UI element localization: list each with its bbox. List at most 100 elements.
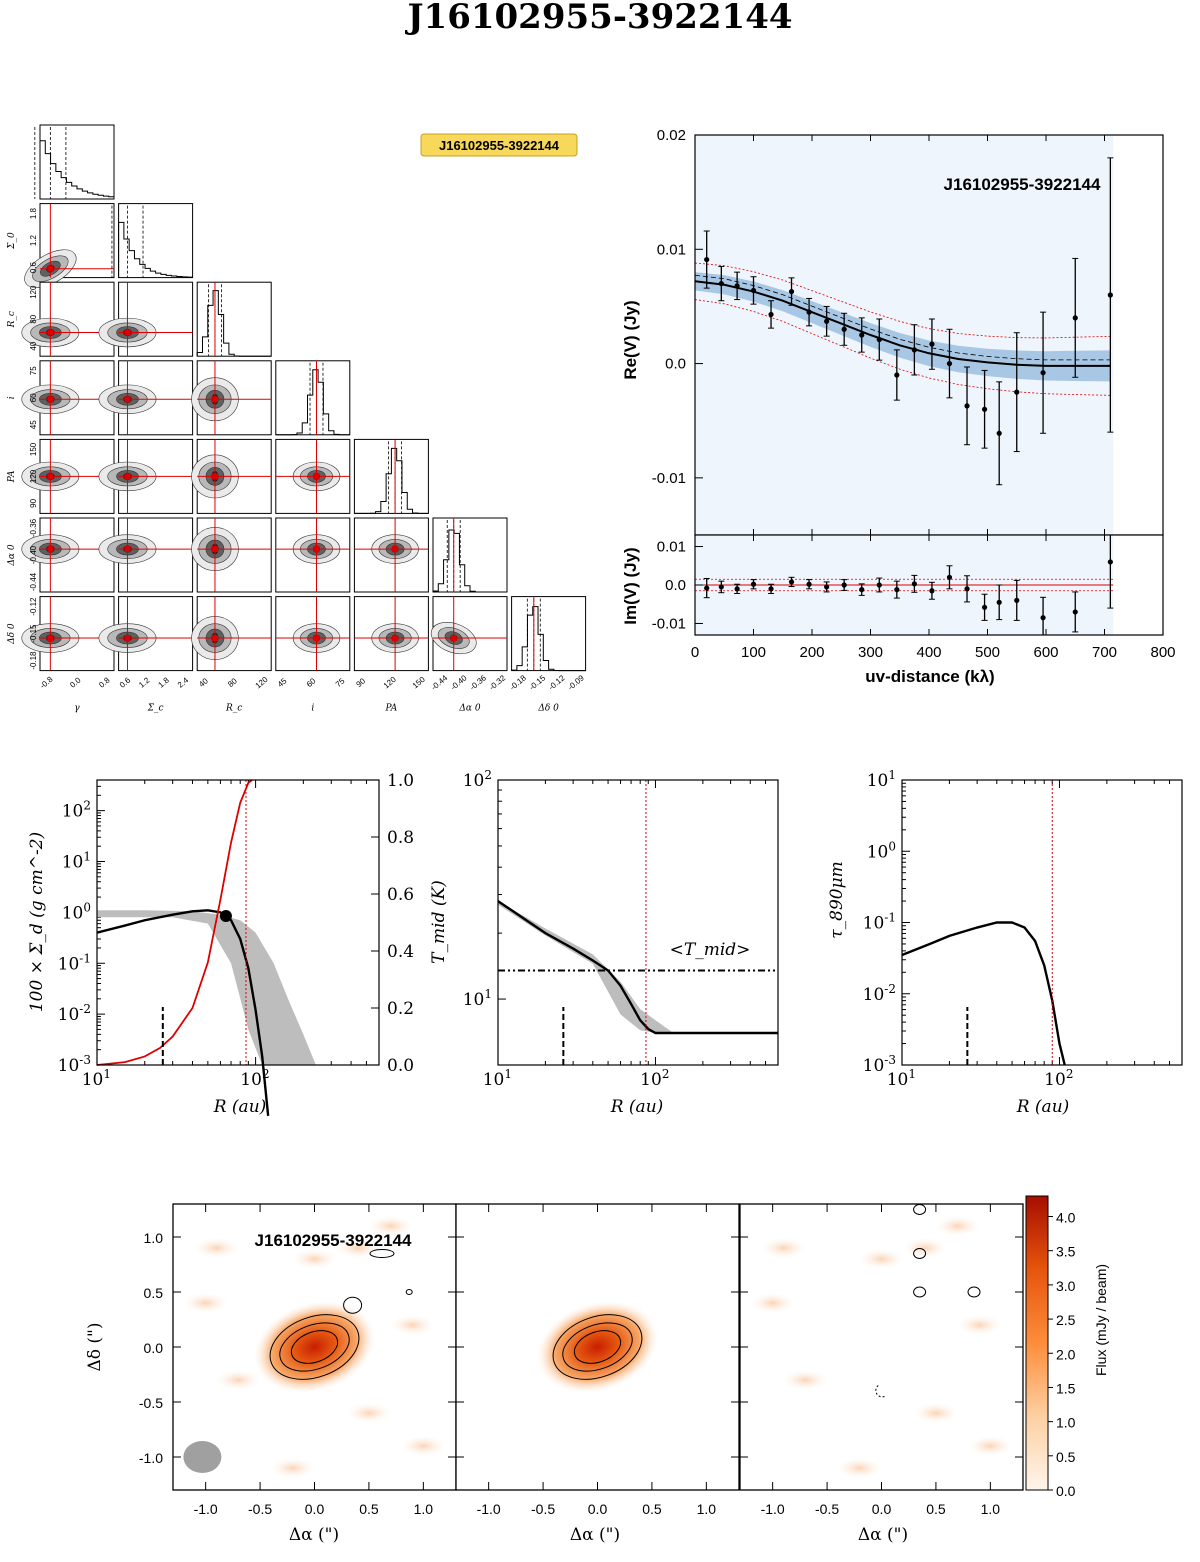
y-tick-label: 10-2 [863,982,896,1005]
data-point [859,587,865,593]
temperature-panel: 101 102 101 102 [463,768,779,1090]
histogram [118,221,193,278]
corner-ytick: -0.40 [29,545,38,564]
figure-title: J16102955-3922144 [404,0,792,37]
data-point [824,584,830,590]
corner-cell [98,596,194,672]
data-point [841,326,847,332]
corner-ytick: 60 [29,393,38,402]
corner-ylabel: Δα 0 [7,544,17,566]
colorbar-tick-label: 1.5 [1056,1380,1076,1396]
data-point [806,309,812,315]
noise-patch [761,1238,806,1258]
image-panel-model: -1.0 -0.5 0.0 0.5 1.0 [455,1203,740,1517]
colorbar-tick-label: 0.5 [1056,1449,1076,1465]
x-tick-label: 0 [691,644,699,661]
data-point [704,256,710,263]
image-xlabel-1: Δα (") [289,1525,339,1545]
model-band [695,272,1111,382]
x-tick-label: 0.0 [305,1501,325,1517]
corner-frame [511,596,587,672]
data-point [876,582,882,588]
y-tick-label: 101 [62,850,91,873]
corner-ylabel: Δδ 0 [7,623,17,645]
corner-cell [191,360,272,436]
temperature-curve [497,900,778,1035]
corner-ytick: 90 [29,498,38,507]
y-tick-label: -0.01 [652,615,686,632]
corner-xtick: 1.8 [157,675,172,689]
corner-ylabel: i [7,396,17,399]
truth-marker [450,635,457,642]
corner-xtick: -0.18 [508,673,528,692]
corner-xtick: -0.44 [430,673,450,692]
corner-xlabel: PA [385,704,398,714]
truth-marker [47,265,54,272]
corner-xtick: -0.09 [566,673,586,692]
corner-cell [98,360,194,436]
corner-cell [353,596,429,672]
y-tick-label: 10-1 [863,911,896,934]
data-point [768,311,774,318]
corner-xtick: 120 [254,675,270,691]
corner-xtick: 2.4 [176,675,191,689]
corner-cell [98,281,194,357]
colorbar [1025,1195,1049,1491]
corner-ytick: 75 [29,366,38,375]
flux-contour [290,1330,339,1364]
histogram [39,140,114,199]
data-point [894,372,900,378]
corner-xtick: -0.36 [468,673,488,692]
corner-xtick: -0.40 [449,673,469,692]
noise-patch [913,1403,958,1423]
y-tick-label: 100 [867,839,896,862]
truth-marker [211,396,218,403]
y-tick-label: 102 [463,768,492,791]
truth-marker [211,473,218,480]
truth-marker [313,635,320,642]
corner-cell [98,517,194,593]
x-tick-label: -1.0 [477,1501,501,1517]
y-tick-label: 0.0 [665,577,686,594]
corner-ytick: -0.36 [29,518,38,537]
colorbar-tick-label: 3.0 [1056,1278,1076,1294]
corner-cell [275,438,351,514]
data-point [981,604,988,610]
x-tick-label: 800 [1150,644,1175,661]
residual-contour-negative [875,1385,887,1398]
corner-cell [191,438,272,514]
corner-cell [432,517,508,593]
beam-ellipse [183,1441,222,1473]
truth-marker [47,635,54,642]
image-panels: -1.0 -0.5 0.0 0.5 1.0 -1.0 -0.5 0.0 0.5 1.0 -1.0 -0… [139,1195,1076,1517]
data-point [806,581,812,587]
x-tick-label: -0.5 [248,1501,272,1517]
data-point [750,287,757,294]
corner-xlabel: i [311,704,314,714]
y-tick-label: 10-1 [58,951,91,974]
corner-ylabel: PA [7,470,17,483]
truth-marker [124,635,131,642]
x-tick-label: 300 [858,644,883,661]
source-badge [420,133,578,157]
truth-marker [124,329,131,336]
truth-marker [392,635,399,642]
visibility-source-label: J16102955-3922144 [944,175,1101,194]
noise-patch [957,1315,1002,1335]
noise-patch [968,1436,1013,1456]
x-tick-label: -1.0 [194,1501,218,1517]
data-point [1014,389,1020,395]
data-point [929,588,935,594]
noise-patch [837,1458,882,1478]
flux-contour [573,1330,622,1364]
corner-xlabel: Σ_c [147,704,164,714]
data-point [859,332,865,338]
corner-xtick: 45 [276,676,289,689]
model-envelope-upper [694,262,1111,339]
truth-marker [47,473,54,480]
corner-frame [432,517,508,593]
cumulative-flux-curve [96,779,253,1066]
temp-uncertainty [498,901,674,1033]
y-tick-label: 0.5 [144,1285,164,1301]
data-point [1040,370,1046,376]
